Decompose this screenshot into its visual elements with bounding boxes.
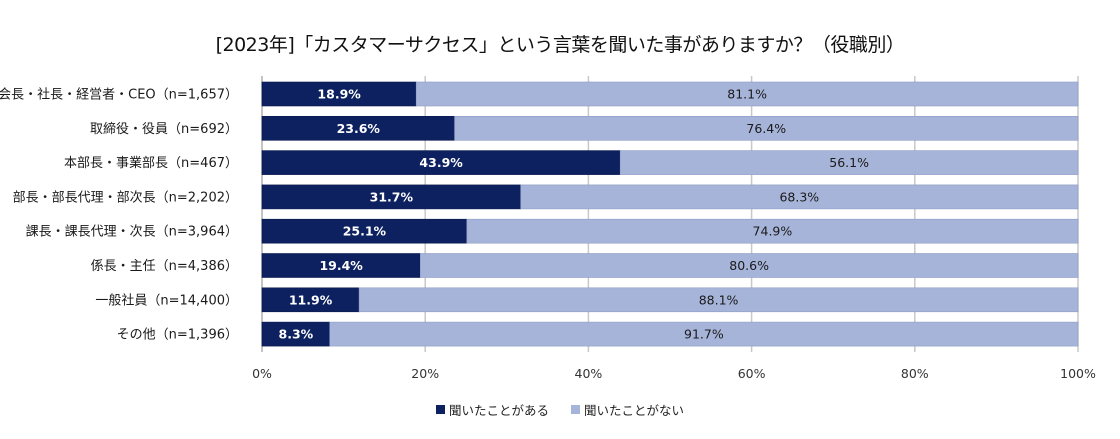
- x-tick-label-20: 20%: [411, 366, 439, 381]
- bar-not-heard: [358, 287, 1079, 313]
- bar-row: 25.1% 74.9%: [261, 218, 1079, 244]
- x-tick-label-40: 40%: [575, 366, 603, 381]
- data-label-heard: 31.7%: [370, 189, 414, 204]
- data-label-heard: 25.1%: [343, 224, 387, 239]
- data-label-not-heard: 56.1%: [829, 155, 869, 170]
- bar-not-heard: [466, 218, 1079, 244]
- data-label-not-heard: 76.4%: [746, 121, 786, 136]
- data-label-heard: 43.9%: [419, 155, 463, 170]
- legend: 聞いたことがある 聞いたことがない: [0, 400, 1120, 419]
- bar-heard: [261, 184, 521, 210]
- x-tick-label-0: 0%: [252, 366, 272, 381]
- bar-row: 31.7% 68.3%: [261, 184, 1079, 210]
- category-label: 本部長・事業部長（n=467）: [64, 155, 238, 171]
- x-tick-label-80: 80%: [901, 366, 929, 381]
- bar-heard: [261, 253, 421, 278]
- data-label-heard: 11.9%: [289, 292, 333, 307]
- data-label-heard: 18.9%: [317, 87, 361, 102]
- bar-row: 8.3% 91.7%: [261, 321, 1079, 347]
- bar-row: 18.9% 81.1%: [261, 81, 1079, 107]
- bar-row: 43.9% 56.1%: [261, 150, 1079, 175]
- category-label: 一般社員（n=14,400）: [95, 292, 238, 308]
- bar-heard: [261, 287, 360, 313]
- bar-not-heard: [454, 116, 1079, 141]
- legend-item-not-heard: 聞いたことがない: [571, 400, 684, 419]
- data-label-heard: 8.3%: [279, 327, 314, 342]
- bar-row: 11.9% 88.1%: [261, 287, 1079, 313]
- data-label-not-heard: 68.3%: [779, 189, 819, 204]
- category-label: 係長・主任（n=4,386）: [91, 259, 238, 274]
- data-label-not-heard: 74.9%: [753, 224, 793, 239]
- category-label: 会長・社長・経営者・CEO（n=1,657）: [0, 87, 238, 103]
- data-label-not-heard: 91.7%: [684, 327, 724, 342]
- category-label: 取締役・役員（n=692）: [90, 121, 238, 137]
- data-label-heard: 23.6%: [337, 121, 381, 136]
- bar-heard: [261, 150, 621, 175]
- data-label-heard: 19.4%: [319, 258, 363, 273]
- legend-label-not-heard: 聞いたことがない: [584, 403, 685, 418]
- bar-not-heard: [520, 184, 1079, 210]
- category-label: その他（n=1,396）: [117, 328, 238, 343]
- legend-swatch-heard: [435, 405, 445, 414]
- x-tick-label-60: 60%: [738, 366, 766, 381]
- chart-title: [2023年]「カスタマーサクセス」という言葉を聞いた事がありますか？（役職別）: [215, 34, 905, 56]
- bar-heard: [261, 116, 455, 141]
- bars: 18.9% 81.1% 23.6% 76.4% 43.9% 56.1% 31.7% 68.3%…: [261, 81, 1079, 347]
- x-axis-ticks: 0% 20% 40% 60% 80% 100%: [252, 366, 1096, 381]
- data-label-not-heard: 81.1%: [727, 87, 767, 102]
- category-label: 部長・部長代理・部次長（n=2,202）: [13, 189, 238, 205]
- bar-not-heard: [415, 81, 1079, 107]
- legend-label-heard: 聞いたことがある: [448, 403, 549, 418]
- legend-item-heard: 聞いたことがある: [435, 400, 549, 419]
- x-tick-label-100: 100%: [1060, 366, 1096, 381]
- bar-heard: [261, 321, 331, 347]
- bar-row: 19.4% 80.6%: [261, 253, 1079, 278]
- bar-not-heard: [420, 253, 1079, 278]
- data-label-not-heard: 80.6%: [729, 258, 769, 273]
- bar-not-heard: [329, 321, 1079, 347]
- category-label: 課長・課長代理・次長（n=3,964）: [26, 224, 238, 240]
- data-label-not-heard: 88.1%: [699, 292, 739, 307]
- bar-row: 23.6% 76.4%: [261, 116, 1079, 141]
- category-labels: 会長・社長・経営者・CEO（n=1,657） 取締役・役員（n=692） 本部長・事…: [0, 87, 238, 343]
- legend-swatch-not-heard: [571, 405, 580, 414]
- bar-not-heard: [619, 150, 1079, 175]
